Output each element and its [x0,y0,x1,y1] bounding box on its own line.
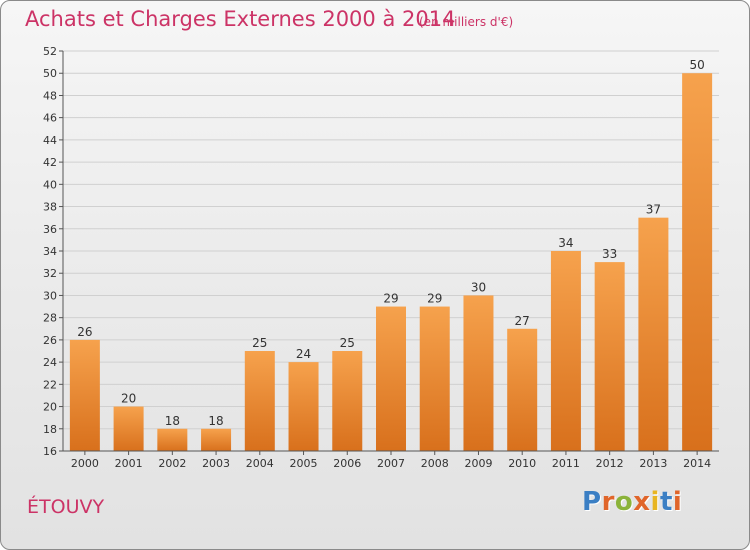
y-tick-label: 22 [43,378,57,391]
x-tick-label-2000: 2000 [71,457,99,470]
x-tick-label-2003: 2003 [202,457,230,470]
data-label-2010: 27 [515,314,530,328]
y-tick-label: 16 [43,445,57,458]
bar-2006 [332,351,363,451]
y-tick-label: 48 [43,89,57,102]
y-tick-label: 40 [43,178,57,191]
y-tick-label: 38 [43,201,57,214]
data-label-2014: 50 [689,58,704,72]
y-tick-label: 42 [43,156,57,169]
bar-2012 [594,262,625,451]
y-tick-label: 34 [43,245,57,258]
x-tick-label-2001: 2001 [115,457,143,470]
data-label-2007: 29 [383,292,398,306]
logo-letter: P [582,487,602,517]
bar-2010 [507,328,538,451]
x-tick-label-2007: 2007 [377,457,405,470]
y-tick-label: 36 [43,223,57,236]
bar-2011 [550,251,581,451]
labels: 16 18 20 22 24 26 28 30 32 34 36 38 40 42 44 46 48 50 52 26… [43,45,711,470]
y-tick-label: 26 [43,334,57,347]
bar-2009 [463,295,494,451]
logo-letter: i [650,487,660,517]
y-tick-label: 20 [43,401,57,414]
data-label-2012: 33 [602,247,617,261]
y-tick-label: 32 [43,267,57,280]
y-tick-label: 30 [43,289,57,302]
data-label-2001: 20 [121,392,136,406]
bar-2002 [157,428,188,451]
logo-letter: t [659,487,673,517]
y-tick-label: 18 [43,423,57,436]
data-label-2002: 18 [165,414,180,428]
y-tick-label: 28 [43,312,57,325]
x-tick-label-2008: 2008 [421,457,449,470]
x-tick-label-2005: 2005 [290,457,318,470]
bar-2004 [244,351,275,451]
data-label-2003: 18 [208,414,223,428]
y-tick-label: 44 [43,134,57,147]
axes [59,50,719,455]
y-tick-label: 24 [43,356,57,369]
bar-2008 [419,306,450,451]
logo-letter: o [614,487,634,517]
bar-2013 [638,217,669,451]
bars [69,73,713,451]
x-tick-label-2002: 2002 [158,457,186,470]
gridlines [63,50,719,452]
data-label-2005: 24 [296,347,311,361]
y-tick-label: 52 [43,45,57,58]
x-tick-label-2004: 2004 [246,457,274,470]
bar-2000 [69,339,100,451]
x-tick-label-2010: 2010 [508,457,536,470]
x-tick-label-2012: 2012 [596,457,624,470]
proxiti-logo[interactable]: Proxiti [582,487,682,517]
bar-2005 [288,362,319,451]
bar-2007 [376,306,406,451]
chart-subtitle: (en milliers d'€) [419,15,514,29]
x-tick-label-2013: 2013 [639,457,667,470]
bar-2001 [113,406,144,451]
data-label-2000: 26 [77,325,92,339]
data-label-2011: 34 [558,236,573,250]
x-tick-label-2009: 2009 [464,457,492,470]
x-tick-label-2006: 2006 [333,457,361,470]
logo-letter: r [601,487,615,517]
bar-2003 [201,428,232,451]
data-label-2004: 25 [252,336,267,350]
logo-letter: i [672,487,683,517]
x-tick-label-2011: 2011 [552,457,580,470]
data-label-2008: 29 [427,292,442,306]
data-label-2013: 37 [646,203,661,217]
data-label-2009: 30 [471,280,486,294]
commune-name: ÉTOUVY [27,496,105,518]
chart-title: Achats et Charges Externes 2000 à 2014 [25,7,456,31]
y-tick-label: 46 [43,112,57,125]
y-tick-label: 50 [43,67,57,80]
data-label-2006: 25 [340,336,355,350]
bar-2014 [682,73,713,451]
logo-letter: x [633,487,651,517]
x-tick-label-2014: 2014 [683,457,711,470]
